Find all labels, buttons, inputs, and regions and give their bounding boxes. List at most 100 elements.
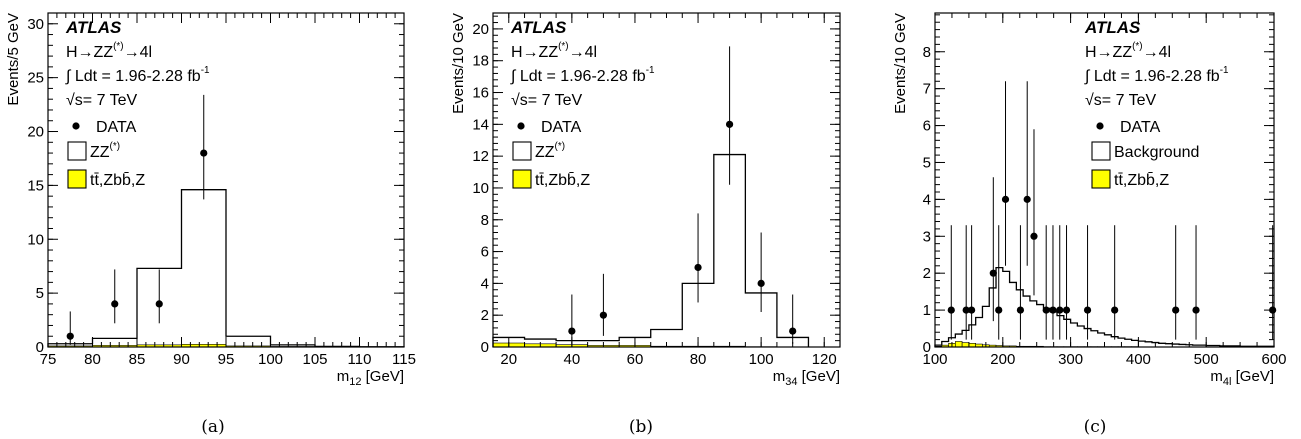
legend-data-label: DATA: [96, 119, 137, 136]
legend-bkg-label: ZZ(*): [90, 141, 120, 161]
y-tick-label: 18: [472, 53, 489, 70]
x-tick-label: 100: [749, 351, 774, 368]
lumi-label: ∫ Ldt = 1.96-2.28 fb-1: [1084, 65, 1229, 85]
x-tick-label: 75: [40, 351, 57, 368]
y-tick-label: 20: [27, 124, 44, 141]
panel-caption: (c): [1084, 417, 1107, 437]
y-tick-label: 4: [481, 275, 489, 292]
x-tick-label: 20: [500, 351, 517, 368]
background-histogram: [47, 189, 405, 348]
x-tick-label: 500: [1194, 351, 1219, 368]
atlas-label: ATLAS: [1084, 18, 1141, 37]
atlas-label: ATLAS: [65, 18, 122, 37]
y-tick-label: 4: [923, 191, 931, 208]
y-tick-label: 1: [923, 302, 931, 319]
data-point: [1016, 306, 1025, 314]
data-point: [694, 263, 702, 272]
y-tick-label: 25: [27, 70, 44, 87]
y-tick-label: 6: [481, 244, 489, 261]
process-label: H→ZZ(*)→4l: [66, 41, 152, 61]
data-point: [155, 300, 163, 308]
energy-label: √s= 7 TeV: [1085, 92, 1157, 109]
chart-panel-2: 20 40 60 80 100 120 0 2 4 6 8 10 12 14 16 18 20 m34 [GeV]…: [450, 12, 841, 437]
data-point: [1172, 306, 1180, 314]
y-axis-title: Events/10 GeV: [450, 13, 467, 114]
other-bkg-bin: [955, 341, 963, 348]
legend-bkg-swatch: [512, 141, 532, 161]
x-tick-label: 200: [990, 351, 1015, 368]
y-tick-label: 15: [27, 177, 44, 194]
chart-panel-1: 75 80 85 90 95 100 105 110 115 0 5 10 15 20 25 30 m12 [G…: [5, 12, 416, 437]
x-tick-label: 95: [218, 351, 235, 368]
y-tick-label: 6: [923, 118, 931, 135]
y-tick-label: 2: [481, 307, 489, 324]
x-axis-title: m34 [GeV]: [773, 368, 840, 388]
x-tick-label: 40: [564, 351, 581, 368]
y-tick-label: 5: [923, 154, 931, 171]
lumi-label: ∫ Ldt = 1.96-2.28 fb-1: [65, 65, 210, 85]
x-tick-label: 400: [1126, 351, 1151, 368]
data-point: [995, 306, 1003, 314]
data-point: [989, 269, 997, 277]
data-point: [568, 327, 576, 335]
x-tick-label: 80: [690, 351, 707, 368]
data-point: [968, 306, 976, 314]
legend-other-label: tt̄,Zbb̄,Z: [90, 172, 145, 189]
y-tick-label: 30: [27, 16, 44, 33]
y-axis-title: Events/10 GeV: [892, 13, 909, 114]
legend-bkg-swatch: [1091, 141, 1111, 161]
process-label: H→ZZ(*)→4l: [511, 41, 597, 61]
legend-bkg-label: Background: [1114, 144, 1199, 161]
data-point: [1023, 195, 1031, 203]
legend-data-marker: [517, 122, 525, 130]
panel-caption: (a): [201, 417, 224, 437]
y-tick-label: 10: [27, 231, 44, 248]
x-tick-label: 115: [392, 351, 416, 368]
data-point: [1030, 232, 1038, 240]
data-point: [200, 149, 208, 157]
data-point: [1192, 306, 1200, 314]
x-tick-label: 110: [348, 351, 372, 368]
data-point: [111, 300, 119, 308]
x-axis-title: m12 [GeV]: [337, 368, 404, 388]
y-tick-label: 10: [472, 180, 489, 197]
y-tick-label: 14: [472, 116, 489, 133]
y-tick-label: 8: [923, 44, 931, 61]
data-point: [789, 327, 797, 335]
y-axis-title: Events/5 GeV: [5, 13, 22, 106]
y-tick-label: 2: [923, 265, 931, 282]
y-tick-label: 12: [472, 148, 489, 165]
data-point: [66, 332, 74, 340]
legend-bkg-label: ZZ(*): [535, 141, 565, 161]
panel-caption: (b): [629, 417, 653, 437]
process-label: H→ZZ(*)→4l: [1085, 41, 1171, 61]
legend-other-label: tt̄,Zbb̄,Z: [535, 172, 590, 189]
x-tick-label: 100: [922, 351, 947, 368]
data-point: [962, 306, 970, 314]
x-tick-label: 120: [812, 351, 837, 368]
data-point: [1056, 306, 1064, 314]
legend-data-marker: [1096, 122, 1104, 130]
data-point: [1111, 306, 1119, 314]
y-tick-label: 0: [923, 339, 931, 356]
data-point: [1049, 306, 1057, 314]
x-tick-label: 100: [258, 351, 283, 368]
x-tick-label: 105: [302, 351, 327, 368]
legend-other-swatch: [1091, 169, 1111, 189]
energy-label: √s= 7 TeV: [511, 92, 583, 109]
other-bkg-bin: [961, 342, 970, 348]
y-tick-label: 7: [923, 81, 931, 98]
data-point: [725, 120, 734, 128]
x-axis-title: m4l [GeV]: [1210, 368, 1274, 388]
x-tick-label: 600: [1261, 351, 1286, 368]
legend-data-marker: [72, 122, 80, 130]
legend-data-label: DATA: [1120, 119, 1161, 136]
data-point: [1083, 306, 1092, 314]
background-histogram: [934, 267, 1275, 347]
legend-bkg-swatch: [67, 141, 87, 161]
background-histogram: [492, 153, 810, 347]
y-tick-label: 16: [472, 85, 489, 102]
data-point: [599, 311, 608, 319]
x-tick-label: 90: [173, 351, 190, 368]
